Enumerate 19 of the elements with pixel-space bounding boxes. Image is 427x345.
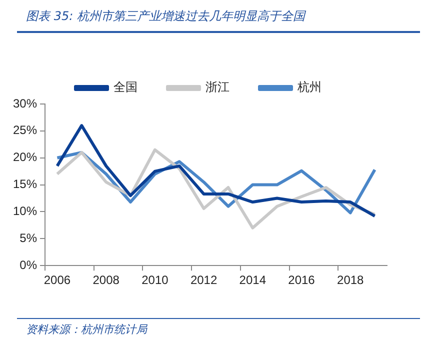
text: 资料来源：杭州市统计局 [26,322,147,337]
legend-label: 浙江 [206,80,230,94]
x-tick-label: 2010 [142,273,169,288]
x-tick-label: 2014 [239,273,266,288]
x-tick-label: 2012 [190,273,218,288]
x-tick-label: 2016 [288,273,316,288]
x-tick-label: 2008 [92,273,120,288]
y-tick-label: 5% [20,230,38,245]
y-tick-label: 30% [12,96,38,110]
x-tick-label: 2006 [44,273,71,288]
y-tick-label: 10% [12,204,38,218]
y-tick-label: 0% [20,258,38,272]
x-tick-label: 2018 [337,273,364,288]
legend-label: 杭州 [296,80,322,94]
legend-label: 全国 [114,80,138,94]
y-tick-label: 15% [12,177,38,192]
y-tick-label: 25% [12,123,38,138]
chart-title: 图表 35: 杭州市第三产业增速过去几年明显高于全国 [26,8,305,25]
y-tick-label: 20% [12,150,38,164]
